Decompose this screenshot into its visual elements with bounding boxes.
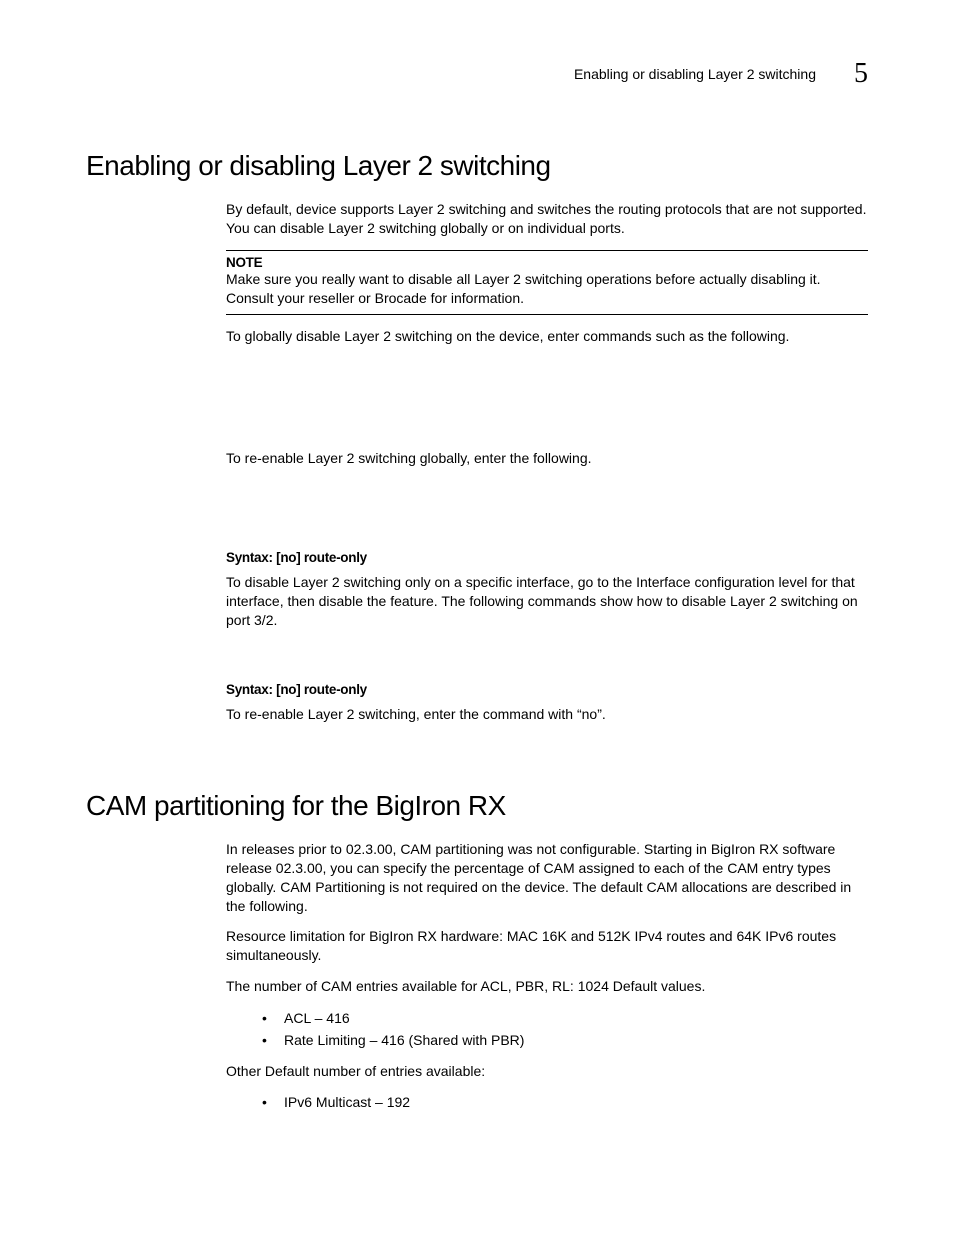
body-paragraph: In releases prior to 02.3.00, CAM partit… xyxy=(226,840,868,916)
code-placeholder xyxy=(226,642,868,682)
body-paragraph: To re-enable Layer 2 switching globally,… xyxy=(226,449,868,468)
note-text: Make sure you really want to disable all… xyxy=(226,270,868,308)
running-title: Enabling or disabling Layer 2 switching xyxy=(574,66,816,82)
body-paragraph: The number of CAM entries available for … xyxy=(226,977,868,996)
note-label: NOTE xyxy=(226,255,868,270)
body-paragraph: By default, device supports Layer 2 swit… xyxy=(226,200,868,238)
section-body: In releases prior to 02.3.00, CAM partit… xyxy=(226,840,868,1114)
document-page: Enabling or disabling Layer 2 switching … xyxy=(0,0,954,1235)
section-heading: Enabling or disabling Layer 2 switching xyxy=(86,150,868,182)
chapter-number: 5 xyxy=(854,58,868,90)
section-body: By default, device supports Layer 2 swit… xyxy=(226,200,868,724)
code-placeholder xyxy=(226,357,868,449)
body-paragraph: To globally disable Layer 2 switching on… xyxy=(226,327,868,346)
section-heading: CAM partitioning for the BigIron RX xyxy=(86,790,868,822)
list-item: ACL – 416 xyxy=(262,1008,868,1030)
body-paragraph: Other Default number of entries availabl… xyxy=(226,1062,868,1081)
bullet-list: ACL – 416 Rate Limiting – 416 (Shared wi… xyxy=(226,1008,868,1051)
running-header: Enabling or disabling Layer 2 switching … xyxy=(86,58,868,90)
syntax-line: Syntax: [no] route-only xyxy=(226,682,868,697)
syntax-line: Syntax: [no] route-only xyxy=(226,550,868,565)
body-paragraph: To re-enable Layer 2 switching, enter th… xyxy=(226,705,868,724)
bullet-list: IPv6 Multicast – 192 xyxy=(226,1092,868,1114)
list-item: IPv6 Multicast – 192 xyxy=(262,1092,868,1114)
code-placeholder xyxy=(226,480,868,550)
body-paragraph: Resource limitation for BigIron RX hardw… xyxy=(226,927,868,965)
note-block: NOTE Make sure you really want to disabl… xyxy=(226,250,868,315)
body-paragraph: To disable Layer 2 switching only on a s… xyxy=(226,573,868,630)
section-gap xyxy=(86,736,868,790)
list-item: Rate Limiting – 416 (Shared with PBR) xyxy=(262,1030,868,1052)
